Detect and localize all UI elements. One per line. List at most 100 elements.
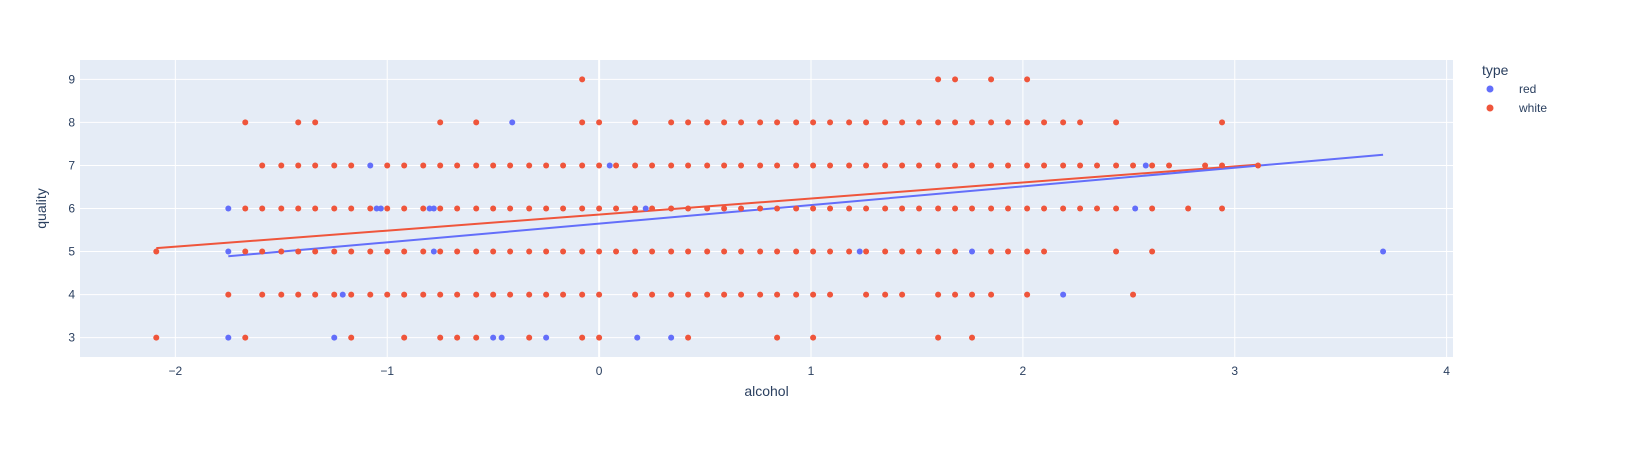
point-white[interactable] [331, 205, 338, 212]
point-white[interactable] [1005, 162, 1012, 169]
point-white[interactable] [774, 119, 781, 126]
point-white[interactable] [507, 162, 514, 169]
point-white[interactable] [401, 291, 408, 298]
point-white[interactable] [935, 162, 942, 169]
point-white[interactable] [543, 162, 550, 169]
point-white[interactable] [596, 291, 603, 298]
point-red[interactable] [367, 162, 374, 169]
point-white[interactable] [988, 248, 995, 255]
point-white[interactable] [1041, 205, 1048, 212]
point-white[interactable] [384, 205, 391, 212]
point-white[interactable] [793, 162, 800, 169]
point-white[interactable] [882, 291, 889, 298]
point-white[interactable] [295, 205, 302, 212]
point-white[interactable] [721, 119, 728, 126]
point-white[interactable] [863, 291, 870, 298]
point-white[interactable] [863, 119, 870, 126]
point-white[interactable] [1219, 119, 1226, 126]
point-white[interactable] [810, 119, 817, 126]
point-white[interactable] [632, 248, 639, 255]
point-white[interactable] [331, 162, 338, 169]
point-white[interactable] [935, 248, 942, 255]
point-white[interactable] [401, 162, 408, 169]
point-white[interactable] [526, 162, 533, 169]
point-white[interactable] [613, 248, 620, 255]
point-white[interactable] [668, 162, 675, 169]
point-white[interactable] [331, 291, 338, 298]
point-white[interactable] [668, 248, 675, 255]
point-red[interactable] [969, 248, 976, 255]
point-white[interactable] [685, 248, 692, 255]
point-white[interactable] [827, 205, 834, 212]
point-white[interactable] [437, 248, 444, 255]
point-white[interactable] [1024, 291, 1031, 298]
point-red[interactable] [642, 205, 649, 212]
point-white[interactable] [367, 248, 374, 255]
point-white[interactable] [526, 248, 533, 255]
point-white[interactable] [988, 162, 995, 169]
point-white[interactable] [420, 205, 427, 212]
point-white[interactable] [757, 162, 764, 169]
point-white[interactable] [153, 334, 160, 341]
point-white[interactable] [969, 119, 976, 126]
point-white[interactable] [952, 119, 959, 126]
point-white[interactable] [1060, 119, 1067, 126]
point-white[interactable] [295, 119, 302, 126]
point-white[interactable] [738, 291, 745, 298]
point-white[interactable] [278, 162, 285, 169]
point-white[interactable] [1077, 205, 1084, 212]
point-white[interactable] [738, 119, 745, 126]
point-white[interactable] [793, 119, 800, 126]
point-white[interactable] [348, 248, 355, 255]
point-white[interactable] [579, 205, 586, 212]
point-red[interactable] [377, 205, 384, 212]
point-white[interactable] [1005, 248, 1012, 255]
point-white[interactable] [420, 291, 427, 298]
point-white[interactable] [863, 205, 870, 212]
point-white[interactable] [1149, 205, 1156, 212]
point-white[interactable] [596, 162, 603, 169]
point-white[interactable] [952, 162, 959, 169]
point-white[interactable] [437, 119, 444, 126]
point-red[interactable] [225, 248, 232, 255]
point-white[interactable] [649, 205, 656, 212]
point-white[interactable] [899, 119, 906, 126]
point-white[interactable] [988, 205, 995, 212]
point-white[interactable] [899, 248, 906, 255]
point-white[interactable] [490, 248, 497, 255]
point-white[interactable] [882, 205, 889, 212]
point-white[interactable] [295, 162, 302, 169]
point-white[interactable] [242, 205, 249, 212]
point-red[interactable] [509, 119, 516, 126]
point-white[interactable] [312, 291, 319, 298]
point-red[interactable] [225, 205, 232, 212]
point-white[interactable] [348, 334, 355, 341]
point-white[interactable] [401, 205, 408, 212]
point-red[interactable] [430, 248, 437, 255]
point-red[interactable] [426, 205, 433, 212]
point-white[interactable] [579, 119, 586, 126]
point-white[interactable] [420, 162, 427, 169]
point-white[interactable] [437, 334, 444, 341]
point-white[interactable] [738, 205, 745, 212]
point-white[interactable] [401, 334, 408, 341]
point-white[interactable] [1094, 162, 1101, 169]
point-white[interactable] [278, 291, 285, 298]
point-white[interactable] [454, 248, 461, 255]
point-white[interactable] [401, 248, 408, 255]
point-white[interactable] [774, 205, 781, 212]
point-red[interactable] [543, 334, 550, 341]
point-white[interactable] [668, 291, 675, 298]
point-white[interactable] [242, 334, 249, 341]
point-white[interactable] [685, 334, 692, 341]
point-white[interactable] [1005, 119, 1012, 126]
point-red[interactable] [1132, 205, 1139, 212]
point-white[interactable] [846, 162, 853, 169]
point-white[interactable] [278, 248, 285, 255]
point-white[interactable] [935, 76, 942, 83]
point-white[interactable] [331, 248, 338, 255]
point-red[interactable] [634, 334, 641, 341]
point-white[interactable] [1113, 205, 1120, 212]
point-white[interactable] [916, 119, 923, 126]
point-white[interactable] [1024, 205, 1031, 212]
